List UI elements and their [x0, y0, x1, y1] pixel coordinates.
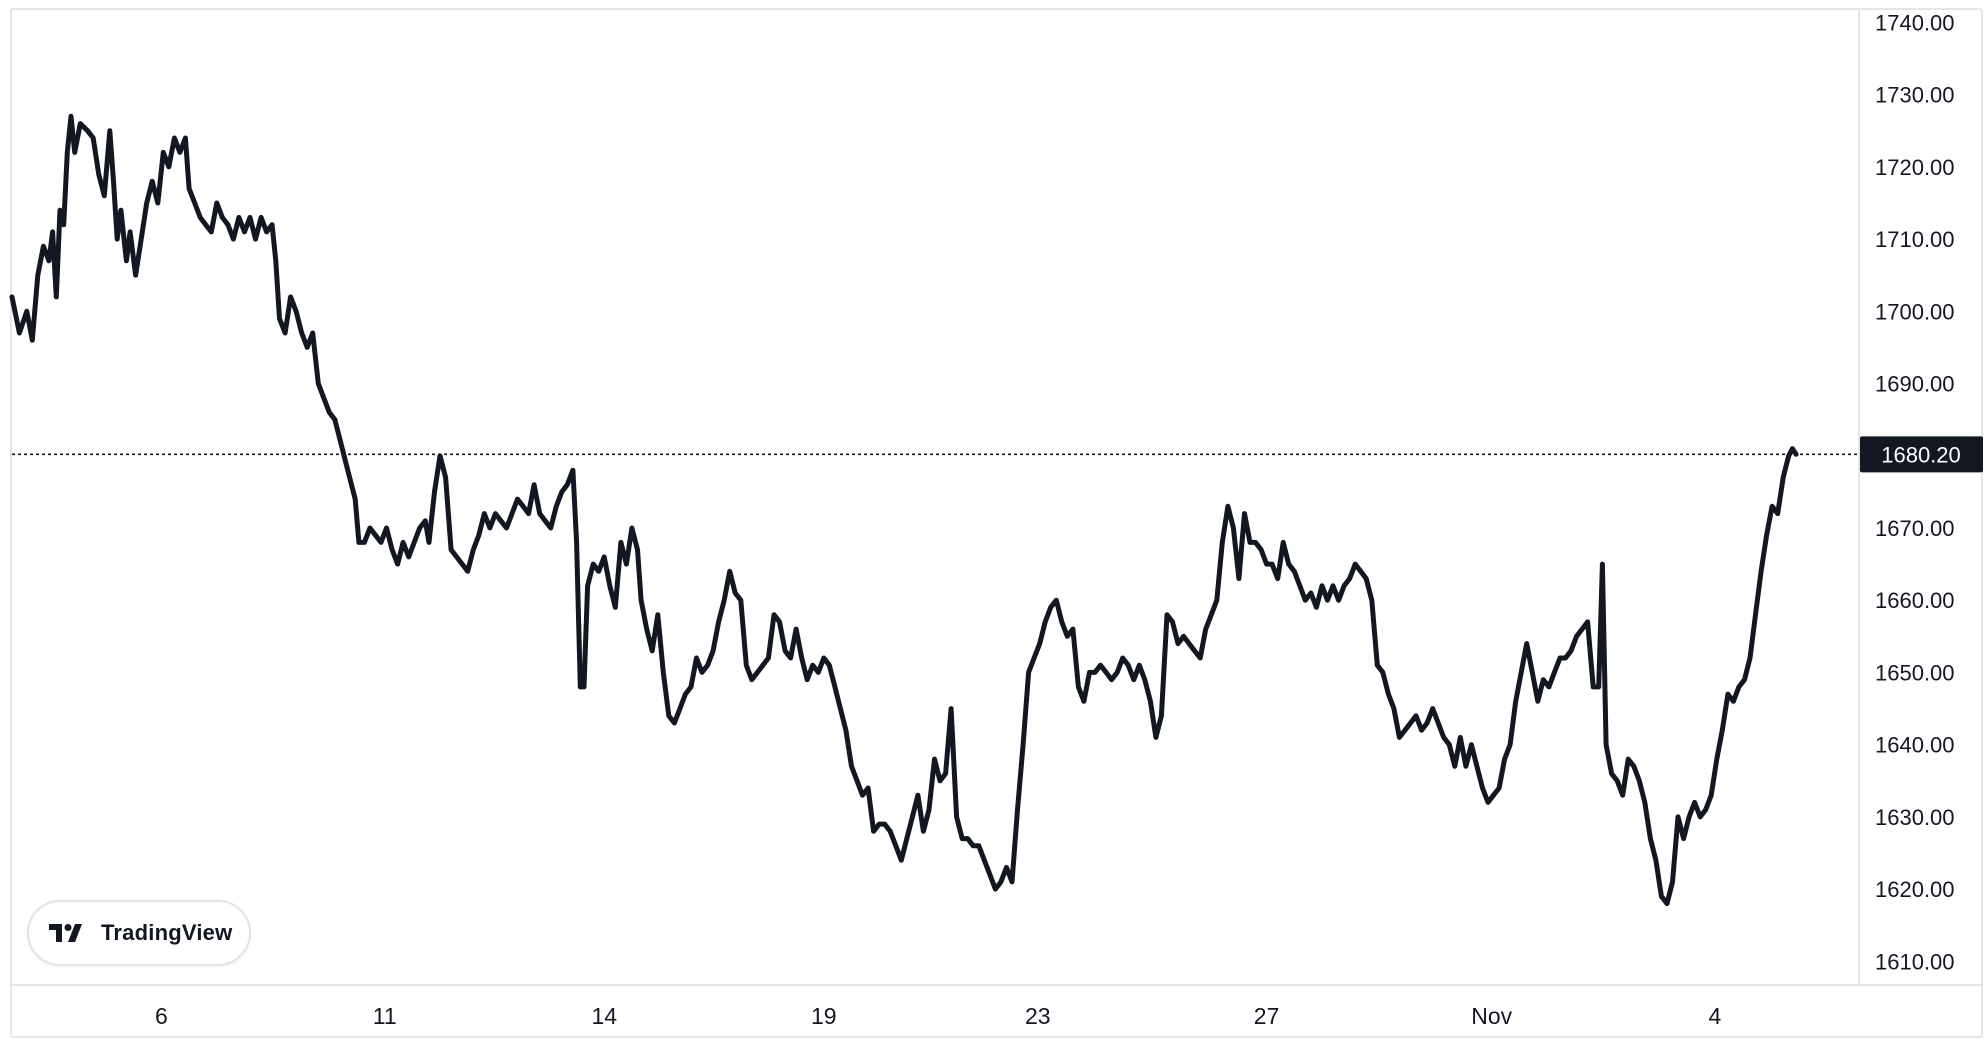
chart-frame [10, 8, 1983, 1038]
x-tick-label: 6 [155, 1003, 168, 1029]
y-tick-label: 1620.00 [1875, 877, 1955, 902]
plot-area: 1680.20 [9, 113, 1983, 907]
price-series-line[interactable] [9, 113, 1799, 907]
y-tick-label: 1610.00 [1875, 949, 1955, 974]
y-tick-label: 1650.00 [1875, 660, 1955, 685]
time-axis[interactable]: 6 11 14 19 23 27 Nov 4 [155, 1003, 1721, 1029]
y-tick-label: 1660.00 [1875, 588, 1955, 613]
tradingview-badge[interactable]: TradingView [27, 900, 251, 966]
last-price-tag: 1680.20 [1860, 436, 1983, 473]
x-tick-label: Nov [1471, 1003, 1512, 1029]
y-tick-label: 1720.00 [1875, 155, 1955, 180]
y-tick-label: 1670.00 [1875, 516, 1955, 541]
y-tick-label: 1640.00 [1875, 733, 1955, 758]
y-tick-label: 1700.00 [1875, 299, 1955, 324]
x-tick-label: 11 [373, 1003, 397, 1029]
y-tick-label: 1740.00 [1875, 10, 1955, 35]
x-tick-label: 23 [1025, 1003, 1051, 1029]
tradingview-logo-icon [49, 924, 82, 942]
y-tick-label: 1630.00 [1875, 805, 1955, 830]
x-tick-label: 14 [591, 1003, 617, 1029]
y-tick-label: 1710.00 [1875, 227, 1955, 252]
y-tick-label: 1730.00 [1875, 83, 1955, 108]
y-tick-label: 1690.00 [1875, 372, 1955, 397]
last-price-tag-background [1860, 436, 1983, 473]
x-tick-label: 19 [811, 1003, 837, 1029]
x-tick-label: 27 [1254, 1003, 1280, 1029]
tradingview-brand: TradingView [101, 920, 233, 945]
x-tick-label: 4 [1709, 1003, 1722, 1029]
price-axis[interactable]: 1740.00 1730.00 1720.00 1710.00 1700.00 1690.… [1875, 10, 1955, 974]
last-price-label: 1680.20 [1881, 442, 1961, 467]
